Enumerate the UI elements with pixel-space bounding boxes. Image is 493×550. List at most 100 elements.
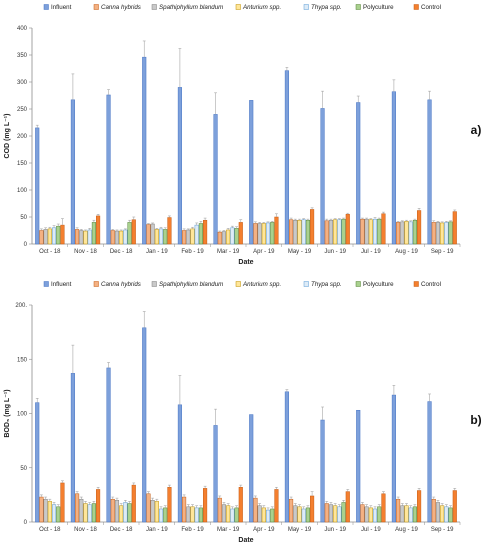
bar-control-6 <box>274 489 279 523</box>
bar-influent-6 <box>249 100 254 245</box>
bar-control-3 <box>167 217 172 245</box>
bar-polyculture-0 <box>56 506 61 523</box>
bar-anturium-spp--1 <box>83 503 88 523</box>
bar-control-7 <box>310 495 315 523</box>
bar-anturium-spp--11 <box>440 505 445 523</box>
bar-control-0 <box>60 482 65 523</box>
y-tick-label: 100 <box>17 188 28 194</box>
bar-control-10 <box>417 210 422 245</box>
bar-polyculture-5 <box>234 228 239 245</box>
bar-anturium-spp--2 <box>119 230 124 245</box>
bar-polyculture-9 <box>377 218 382 245</box>
bar-thypa-spp--4 <box>194 224 199 245</box>
bar-thypa-spp--8 <box>337 506 342 523</box>
x-tick-label: Nov - 18 <box>74 249 97 255</box>
x-tick-label: Feb - 19 <box>181 249 204 255</box>
y-axis-title: BOD₅ (mg L⁻¹) <box>4 389 11 437</box>
legend-swatch-influent <box>43 281 49 287</box>
y-tick-label: 0 <box>24 242 28 248</box>
legend-swatch-control <box>413 4 419 10</box>
x-tick-label: Jan - 19 <box>146 249 168 255</box>
x-tick-label: Apr - 19 <box>253 249 275 255</box>
bar-influent-0 <box>35 127 40 245</box>
bar-thypa-spp--6 <box>265 509 271 523</box>
bar-thypa-spp--9 <box>372 218 378 245</box>
bar-influent-8 <box>320 419 325 523</box>
bar-spathiphyllum-blandum-4 <box>186 506 191 523</box>
x-tick-label: Jul - 19 <box>361 249 381 255</box>
bar-spathiphyllum-blandum-5 <box>221 504 227 523</box>
x-tick-label: Jul - 19 <box>361 527 381 533</box>
bar-spathiphyllum-blandum-6 <box>257 505 262 523</box>
legend-label: Anturium spp. <box>242 4 281 11</box>
legend-label: Control <box>421 4 441 11</box>
bar-influent-1 <box>70 373 75 523</box>
bar-canna-hybrids-6 <box>253 223 258 245</box>
bar-canna-hybrids-11 <box>431 498 436 523</box>
x-tick-label: Sep - 19 <box>431 249 454 255</box>
bar-thypa-spp--6 <box>265 222 271 245</box>
legend-swatch-spathiphyllum-blandum <box>151 4 157 10</box>
x-tick-label: Mar - 19 <box>217 249 240 255</box>
legend-swatch-spathiphyllum-blandum <box>151 281 157 287</box>
bar-influent-10 <box>391 394 396 523</box>
bar-control-4 <box>203 488 208 523</box>
bar-thypa-spp--11 <box>444 506 449 523</box>
bar-polyculture-2 <box>127 222 132 245</box>
bar-anturium-spp--1 <box>83 230 88 245</box>
legend-label: Thypa spp. <box>311 4 342 11</box>
bar-spathiphyllum-blandum-11 <box>435 502 441 523</box>
bar-canna-hybrids-4 <box>182 496 187 523</box>
legend-swatch-canna-hybrids <box>93 4 99 10</box>
bar-control-10 <box>417 490 422 523</box>
bar-influent-2 <box>106 94 111 245</box>
bar-canna-hybrids-11 <box>431 222 436 245</box>
bod-chart-panel: Influent Canna hybrids Spathiphyllum bland… <box>4 281 482 544</box>
bar-thypa-spp--0 <box>51 227 57 245</box>
bar-thypa-spp--1 <box>87 504 92 523</box>
bar-spathiphyllum-blandum-1 <box>79 230 84 245</box>
bar-canna-hybrids-1 <box>75 493 80 523</box>
bar-influent-3 <box>142 56 147 245</box>
bar-polyculture-6 <box>270 222 275 245</box>
y-tick-label: 50 <box>20 215 27 221</box>
bar-thypa-spp--7 <box>301 508 306 523</box>
y-tick-label: 200. <box>15 303 27 309</box>
bar-influent-10 <box>391 91 396 245</box>
bar-spathiphyllum-blandum-9 <box>364 506 369 523</box>
bar-polyculture-10 <box>412 506 417 523</box>
legend-label: Polyculture <box>363 4 394 11</box>
bar-thypa-spp--2 <box>123 229 128 245</box>
legend-swatch-polyculture <box>355 281 361 287</box>
legend-swatch-control <box>413 281 419 287</box>
bar-polyculture-8 <box>341 218 346 245</box>
bar-influent-0 <box>35 402 40 523</box>
x-axis-title: Date <box>238 259 253 266</box>
bar-canna-hybrids-2 <box>110 498 115 523</box>
bar-spathiphyllum-blandum-3 <box>150 500 155 523</box>
x-tick-label: Dec - 18 <box>110 249 133 255</box>
bar-polyculture-1 <box>91 222 96 245</box>
bar-control-2 <box>131 219 136 245</box>
bar-spathiphyllum-blandum-2 <box>114 230 120 245</box>
x-tick-label: Aug - 19 <box>395 249 418 255</box>
bar-canna-hybrids-3 <box>146 493 151 523</box>
y-tick-label: 300 <box>17 80 28 86</box>
bar-anturium-spp--11 <box>440 222 445 245</box>
bar-influent-9 <box>356 409 361 523</box>
bar-control-8 <box>345 214 350 245</box>
bar-canna-hybrids-5 <box>217 231 222 245</box>
bar-canna-hybrids-10 <box>396 222 401 245</box>
bar-control-3 <box>167 487 172 523</box>
bar-spathiphyllum-blandum-0 <box>43 498 48 523</box>
bar-spathiphyllum-blandum-10 <box>400 221 405 245</box>
bar-anturium-spp--4 <box>190 228 195 245</box>
bar-polyculture-6 <box>270 508 275 523</box>
bar-thypa-spp--8 <box>337 219 342 245</box>
bar-polyculture-7 <box>305 219 310 245</box>
panel-label: b) <box>470 413 481 427</box>
bar-polyculture-7 <box>305 507 310 523</box>
legend-swatch-canna-hybrids <box>93 281 99 287</box>
bar-influent-4 <box>177 404 182 523</box>
bar-spathiphyllum-blandum-8 <box>328 504 334 523</box>
